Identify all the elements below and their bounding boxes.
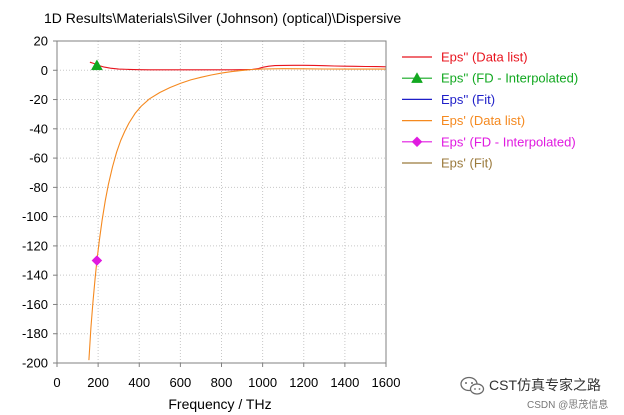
x-tick-label: 200 — [87, 375, 109, 390]
y-tick-label: -60 — [29, 151, 48, 166]
y-tick-label: 0 — [41, 63, 48, 78]
x-tick-label: 1000 — [248, 375, 277, 390]
legend-label: Eps'' (Data list) — [441, 50, 528, 65]
x-tick-label: 400 — [128, 375, 150, 390]
x-tick-label: 1600 — [372, 375, 401, 390]
series-0 — [89, 61, 387, 71]
watermark: CST仿真专家之路 CSDN @思茂信息 — [460, 376, 608, 411]
series-layer — [88, 59, 387, 361]
legend-label: Eps' (Fit) — [441, 156, 493, 171]
series-line — [88, 68, 386, 361]
y-tick-label: -140 — [22, 268, 48, 283]
watermark-title: CST仿真专家之路 — [489, 377, 601, 393]
y-tick-label: -20 — [29, 92, 48, 107]
series-line — [89, 61, 387, 71]
wechat-icon — [460, 376, 485, 395]
legend-item: Eps' (Data list) — [402, 113, 525, 128]
x-axis: 0 200 400 600 800 1000 1200 1400 1600 — [53, 363, 400, 390]
grid — [57, 41, 386, 363]
legend-item: Eps'' (Data list) — [402, 50, 528, 65]
legend-item: Eps'' (FD - Interpolated) — [402, 71, 578, 86]
x-tick-label: 1400 — [330, 375, 359, 390]
y-axis: 20 0 -20 -40 -60 -80 -100 -120 -140 -160 -180 -200 — [22, 34, 57, 371]
y-tick-label: -180 — [22, 326, 48, 341]
x-tick-label: 600 — [170, 375, 192, 390]
y-tick-label: -120 — [22, 238, 48, 253]
legend-marker — [411, 136, 423, 148]
watermark-subtitle: CSDN @思茂信息 — [527, 398, 608, 411]
y-tick-label: -100 — [22, 209, 48, 224]
series-1 — [90, 59, 103, 71]
y-tick-label: 20 — [34, 34, 48, 49]
legend-item: Eps' (FD - Interpolated) — [402, 134, 576, 149]
legend-label: Eps'' (Fit) — [441, 92, 495, 107]
y-tick-label: -80 — [29, 180, 48, 195]
legend-label: Eps' (Data list) — [441, 113, 525, 128]
x-tick-label: 0 — [53, 375, 60, 390]
y-tick-label: -200 — [22, 356, 48, 371]
series-4 — [91, 255, 103, 266]
legend: Eps'' (Data list) Eps'' (FD - Interpolate… — [402, 50, 578, 171]
legend-item: Eps'' (Fit) — [402, 92, 495, 107]
series-point — [90, 59, 103, 71]
x-tick-label: 1200 — [289, 375, 318, 390]
series-point — [91, 255, 103, 266]
series-3 — [88, 68, 386, 361]
chart-title: 1D Results\Materials\Silver (Johnson) (o… — [44, 10, 401, 26]
legend-marker — [411, 72, 423, 83]
y-tick-label: -160 — [22, 297, 48, 312]
legend-label: Eps'' (FD - Interpolated) — [441, 71, 578, 86]
x-axis-title: Frequency / THz — [168, 396, 271, 412]
y-tick-label: -40 — [29, 121, 48, 136]
legend-item: Eps' (Fit) — [402, 156, 493, 171]
x-tick-label: 800 — [211, 375, 233, 390]
legend-label: Eps' (FD - Interpolated) — [441, 134, 576, 149]
